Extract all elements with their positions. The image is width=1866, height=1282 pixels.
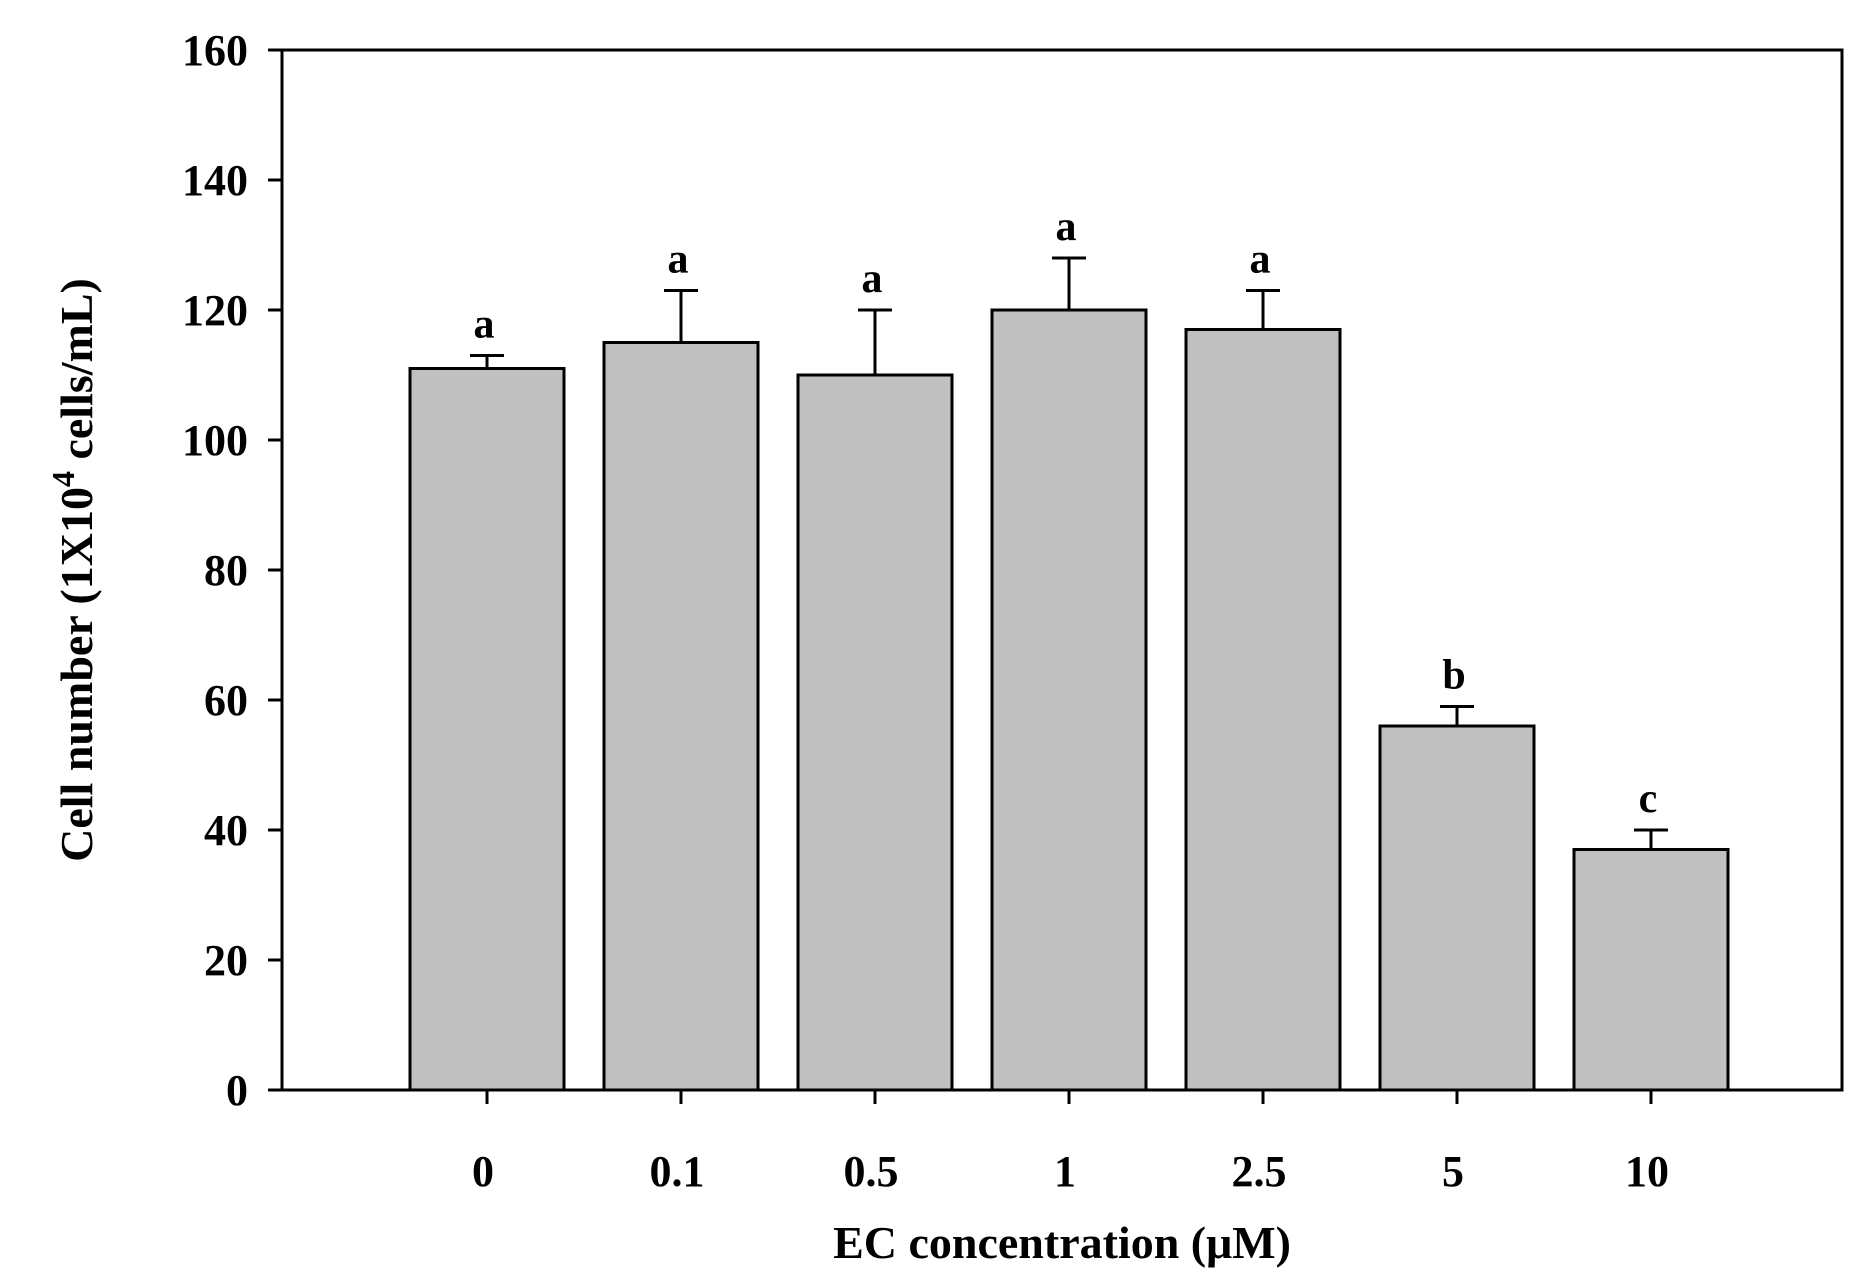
x-tick-label: 0.1 bbox=[650, 1147, 705, 1196]
bar bbox=[408, 367, 566, 1092]
significance-label: a bbox=[474, 302, 495, 348]
y-axis-title-prefix: Cell number (1X10 bbox=[51, 487, 102, 862]
x-tick-label: 5 bbox=[1442, 1147, 1464, 1196]
y-tick-label: 60 bbox=[204, 676, 248, 725]
bar bbox=[602, 341, 760, 1092]
y-tick-label: 140 bbox=[182, 156, 248, 205]
bar bbox=[1572, 848, 1730, 1092]
significance-label: a bbox=[862, 256, 883, 302]
y-tick-label: 120 bbox=[182, 286, 248, 335]
y-tick-label: 100 bbox=[182, 416, 248, 465]
y-tick-label: 80 bbox=[204, 546, 248, 595]
bar-series: a a a a a b c bbox=[408, 204, 1730, 1092]
bar bbox=[796, 373, 954, 1092]
bar bbox=[1378, 724, 1536, 1092]
y-axis-title: Cell number (1X104 cells/mL) bbox=[45, 278, 102, 862]
x-tick-label: 2.5 bbox=[1232, 1147, 1287, 1196]
bar bbox=[1184, 328, 1342, 1092]
significance-label: a bbox=[1250, 237, 1271, 283]
y-tick-label: 40 bbox=[204, 806, 248, 855]
x-tick-label: 0.5 bbox=[844, 1147, 899, 1196]
x-axis-title: EC concentration (μM) bbox=[833, 1217, 1291, 1268]
significance-label: a bbox=[668, 237, 689, 283]
x-tick-label: 10 bbox=[1625, 1147, 1669, 1196]
x-tick-label: 1 bbox=[1054, 1147, 1076, 1196]
x-tick-label: 0 bbox=[472, 1147, 494, 1196]
y-tick-label: 160 bbox=[182, 26, 248, 75]
significance-label: c bbox=[1639, 776, 1658, 822]
y-axis-title-suffix: cells/mL) bbox=[51, 278, 102, 471]
significance-label: b bbox=[1442, 653, 1465, 699]
significance-label: a bbox=[1056, 204, 1077, 250]
y-tick-label: 0 bbox=[226, 1066, 248, 1115]
y-axis-title-superscript: 4 bbox=[45, 471, 81, 487]
y-axis: 0 20 40 60 80 100 120 140 160 bbox=[182, 26, 282, 1115]
bar bbox=[990, 308, 1148, 1092]
x-axis: 0 0.1 0.5 1 2.5 5 10 bbox=[282, 1088, 1842, 1196]
y-tick-label: 20 bbox=[204, 936, 248, 985]
